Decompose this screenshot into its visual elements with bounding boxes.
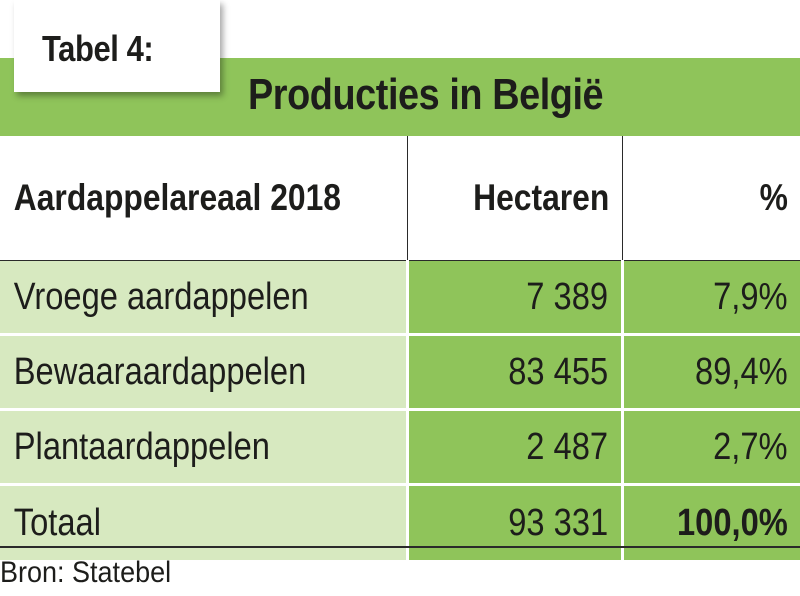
- column-header-area: Aardappelareaal 2018: [0, 136, 407, 261]
- row-name-cell: Plantaardappelen: [0, 409, 407, 486]
- column-header-hectares: Hectaren: [406, 136, 622, 261]
- row-hectares-cell: 7 389: [405, 260, 622, 336]
- row-hectares-cell: 83 455: [405, 334, 622, 411]
- table-bottom-rule: [0, 546, 800, 548]
- table-row: Plantaardappelen 2 487 2,7%: [0, 409, 800, 486]
- row-name-cell: Bewaaraardappelen: [0, 334, 407, 411]
- row-hectares-cell: 2 487: [405, 409, 622, 486]
- row-percent-cell: 2,7%: [620, 409, 800, 486]
- table-label-box: [14, 0, 220, 92]
- row-name-cell: Vroege aardappelen: [0, 260, 407, 336]
- total-name-cell: Totaal: [0, 484, 407, 560]
- row-percent-cell: 7,9%: [620, 260, 800, 336]
- table-title: Producties in België: [248, 70, 604, 119]
- row-percent-cell: 89,4%: [620, 334, 800, 411]
- table-label: Tabel 4:: [42, 28, 154, 69]
- table-row: Vroege aardappelen 7 389 7,9%: [0, 260, 800, 336]
- total-row: Totaal 93 331 100,0%: [0, 484, 800, 560]
- column-header-percent: %: [621, 136, 800, 261]
- total-hectares-cell: 93 331: [405, 484, 622, 560]
- table-header-row: Aardappelareaal 2018 Hectaren %: [0, 136, 800, 261]
- source-note: Bron: Statebel: [0, 556, 172, 589]
- total-percent-cell: 100,0%: [620, 484, 800, 560]
- production-table: Aardappelareaal 2018 Hectaren % Vroege a…: [0, 136, 800, 560]
- table-row: Bewaaraardappelen 83 455 89,4%: [0, 334, 800, 411]
